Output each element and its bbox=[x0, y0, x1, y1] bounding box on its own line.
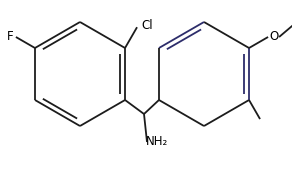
Text: NH₂: NH₂ bbox=[146, 135, 168, 148]
Text: F: F bbox=[7, 30, 13, 43]
Text: Cl: Cl bbox=[141, 19, 153, 32]
Text: O: O bbox=[270, 30, 279, 43]
